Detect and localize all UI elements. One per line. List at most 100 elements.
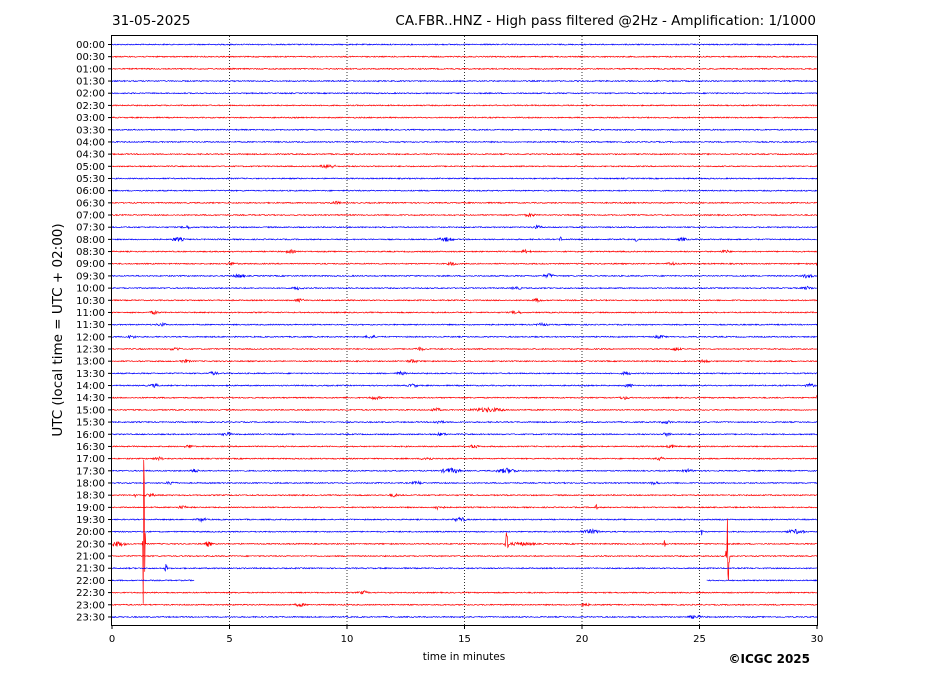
y-tick-label: 07:00 [76, 211, 105, 222]
seismic-traces [111, 43, 818, 619]
x-tick-label: 30 [811, 634, 824, 645]
copyright-label: ©ICGC 2025 [728, 652, 810, 666]
y-tick-label: 03:30 [76, 125, 105, 136]
y-tick-label: 23:00 [76, 600, 105, 611]
y-tick-label: 12:00 [76, 332, 105, 343]
y-tick-label: 18:30 [76, 491, 105, 502]
trace-row-0600 [111, 189, 818, 192]
trace-row-0430 [111, 152, 818, 156]
y-tick-label: 13:30 [76, 369, 105, 380]
trace-row-1200 [111, 334, 818, 340]
y-tick-label: 23:30 [76, 612, 105, 623]
x-axis-label: time in minutes [423, 651, 505, 663]
trace-row-0330 [111, 128, 818, 132]
y-tick-label: 11:00 [76, 308, 105, 319]
y-tick-label: 16:00 [76, 430, 105, 441]
trace-row-1100 [111, 309, 818, 316]
y-tick-label: 04:30 [76, 150, 105, 161]
trace-row-1300 [111, 358, 818, 364]
vertical-gridlines [229, 36, 700, 625]
y-tick-label: 21:30 [76, 564, 105, 575]
y-tick-label: 21:00 [76, 552, 105, 563]
trace-row-1330 [111, 370, 817, 376]
y-tick-label: 08:00 [76, 235, 105, 246]
y-axis-label: UTC (local time = UTC + 02:00) [50, 223, 66, 436]
y-tick-label: 07:30 [76, 223, 105, 234]
trace-row-2230 [111, 590, 818, 595]
trace-row-2000 [111, 528, 818, 536]
trace-row-0630 [111, 200, 818, 205]
y-tick-label: 12:30 [76, 345, 105, 356]
trace-row-1930 [111, 516, 818, 523]
y-tick-label: 15:00 [76, 405, 105, 416]
y-tick-label: 02:30 [76, 101, 105, 112]
y-tick-label: 20:30 [76, 539, 105, 550]
trace-row-1600 [111, 431, 818, 438]
x-tick-label: 25 [693, 634, 706, 645]
y-tick-label: 22:30 [76, 588, 105, 599]
y-tick-label: 03:00 [76, 113, 105, 124]
trace-row-1530 [111, 419, 818, 425]
x-axis-ticks: 0 5 10 15 20 25 30 [109, 625, 824, 645]
trace-row-0900 [111, 261, 818, 267]
trace-row-1030 [111, 297, 818, 304]
y-tick-label: 06:00 [76, 186, 105, 197]
trace-row-0230 [111, 104, 818, 107]
y-tick-label: 10:30 [76, 296, 105, 307]
trace-row-0300 [111, 116, 818, 119]
trace-row-2130 [111, 563, 818, 572]
y-tick-label: 16:30 [76, 442, 105, 453]
x-tick-label: 20 [576, 634, 589, 645]
y-tick-label: 00:30 [76, 52, 105, 63]
trace-row-2330 [111, 614, 818, 619]
x-tick-label: 5 [226, 634, 232, 645]
y-tick-label: 13:00 [76, 357, 105, 368]
y-tick-label: 11:30 [76, 320, 105, 331]
trace-row-2300 [111, 602, 818, 608]
y-tick-label: 01:30 [76, 77, 105, 88]
trace-row-0400 [111, 140, 818, 144]
trace-row-1730 [111, 467, 818, 474]
trace-row-0800 [111, 236, 817, 242]
y-tick-label: 17:30 [76, 466, 105, 477]
trace-row-0700 [111, 212, 818, 218]
y-tick-label: 20:00 [76, 527, 105, 538]
trace-row-2200 [111, 579, 818, 582]
y-tick-label: 19:30 [76, 515, 105, 526]
trace-row-1900 [111, 503, 818, 511]
trace-row-0030 [111, 55, 818, 58]
y-tick-label: 19:00 [76, 503, 105, 514]
trace-row-1500 [111, 406, 817, 413]
trace-row-0930 [112, 273, 818, 279]
y-tick-label: 05:30 [76, 174, 105, 185]
trace-row-0100 [111, 67, 818, 71]
trace-row-1800 [111, 480, 818, 486]
trace-row-1230 [111, 346, 818, 352]
trace-row-0130 [111, 79, 818, 83]
y-tick-label: 18:00 [76, 478, 105, 489]
y-tick-label: 08:30 [76, 247, 105, 258]
y-tick-label: 04:00 [76, 137, 105, 148]
y-tick-label: 14:00 [76, 381, 105, 392]
trace-row-1400 [111, 382, 818, 389]
trace-row-0730 [111, 224, 818, 230]
trace-row-1000 [111, 285, 818, 291]
y-tick-label: 09:00 [76, 259, 105, 270]
date-label: 31-05-2025 [112, 13, 190, 29]
trace-row-1630 [112, 444, 818, 449]
y-tick-label: 02:00 [76, 89, 105, 100]
y-tick-label: 01:00 [76, 64, 105, 75]
y-tick-label: 06:30 [76, 198, 105, 209]
trace-row-1130 [111, 321, 818, 327]
x-tick-label: 10 [341, 634, 354, 645]
trace-row-1700 [111, 456, 818, 462]
trace-row-2100 [111, 518, 818, 581]
plot-frame [111, 35, 818, 626]
trace-row-0500 [111, 163, 818, 170]
x-tick-label: 0 [109, 634, 115, 645]
chart-title: CA.FBR..HNZ - High pass filtered @2Hz - … [395, 13, 816, 29]
y-tick-label: 15:30 [76, 418, 105, 429]
trace-row-0530 [111, 177, 818, 180]
y-tick-label: 09:30 [76, 271, 105, 282]
